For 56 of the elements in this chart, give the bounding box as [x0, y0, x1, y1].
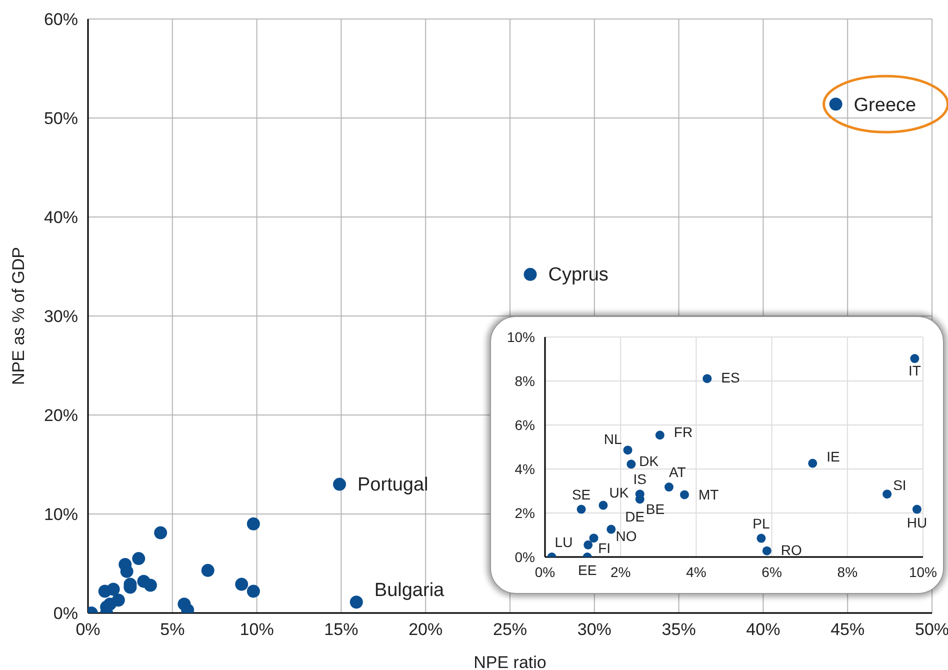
x-tick-label: 2%: [610, 564, 631, 580]
x-tick-label: 20%: [408, 620, 443, 640]
annotation: IE: [826, 448, 840, 464]
annotation: SI: [893, 477, 906, 494]
annotation: NO: [616, 528, 637, 544]
x-tick-label: 0%: [534, 564, 556, 580]
annotation: BE: [646, 501, 665, 518]
annotation: Greece: [854, 95, 916, 116]
y-tick-label: 10%: [506, 328, 535, 345]
annotation: RO: [780, 542, 802, 558]
annotation: Portugal: [358, 474, 428, 496]
y-tick-label: 4%: [514, 460, 535, 477]
x-tick-label: 10%: [240, 620, 274, 640]
annotation: HU: [906, 514, 928, 530]
y-tick-label: 50%: [44, 109, 78, 128]
annotation: FR: [674, 424, 693, 440]
x-tick-label: 6%: [762, 564, 782, 580]
y-tick-label: 30%: [44, 307, 78, 326]
annotation: AT: [668, 464, 686, 480]
y-tick-label: 8%: [514, 372, 535, 389]
y-tick-label: 60%: [44, 10, 78, 30]
y-tick-label: 40%: [44, 208, 78, 228]
y-tick-label: 6%: [514, 416, 535, 433]
annotation: Cyprus: [548, 264, 608, 286]
annotation: FI: [598, 540, 611, 556]
annotation: IS: [633, 471, 646, 488]
annotation: UK: [609, 484, 630, 500]
x-tick-label: 30%: [577, 620, 612, 640]
x-tick-label: 25%: [492, 620, 528, 640]
annotation: IT: [908, 362, 922, 379]
annotation: EE: [578, 562, 597, 578]
x-tick-label: 0%: [76, 620, 100, 640]
x-tick-label: 40%: [746, 620, 780, 640]
annotation: NL: [604, 431, 622, 448]
annotation: SE: [572, 486, 591, 502]
x-axis-title: NPE ratio: [474, 653, 546, 670]
x-tick-label: 4%: [686, 564, 706, 580]
annotation: DK: [639, 453, 660, 470]
y-tick-label: 0%: [514, 548, 535, 565]
annotation: MT: [698, 486, 720, 503]
annotation: Bulgaria: [374, 580, 445, 602]
y-axis-title: NPE as % of GDP: [9, 247, 28, 385]
x-tick-label: 45%: [830, 620, 865, 640]
annotation: PL: [752, 515, 770, 532]
annotation: ES: [721, 370, 740, 386]
annotation: LU: [554, 534, 573, 550]
y-tick-label: 2%: [514, 504, 535, 521]
x-tick-label: 5%: [160, 620, 185, 640]
x-tick-label: 10%: [908, 564, 938, 580]
x-tick-label: 8%: [837, 564, 858, 580]
x-tick-label: 15%: [324, 620, 358, 640]
y-tick-label: 20%: [44, 406, 78, 426]
y-tick-label: 10%: [44, 505, 78, 524]
annotation: DE: [625, 508, 645, 524]
y-tick-label: 0%: [53, 604, 78, 624]
x-tick-label: 35%: [662, 620, 696, 640]
